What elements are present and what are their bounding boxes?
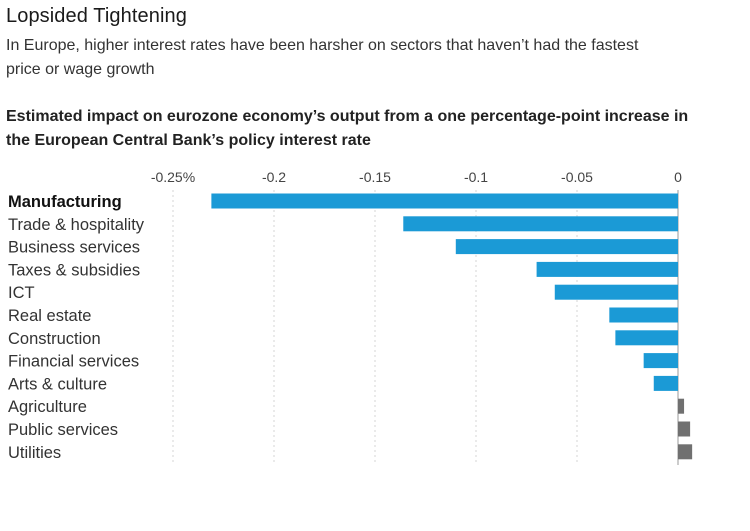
bar-trade-hospitality: [403, 216, 678, 232]
category-label: ICT: [8, 284, 35, 302]
category-label: Real estate: [8, 307, 91, 325]
chart-subtitle: In Europe, higher interest rates have be…: [6, 34, 750, 82]
x-axis-ticks: -0.25% -0.2 -0.15 -0.1 -0.05 0: [151, 169, 682, 185]
x-tick-label: -0.1: [464, 169, 488, 185]
heading-line-1: Estimated impact on eurozone economy’s o…: [6, 108, 689, 125]
bar-agriculture: [678, 398, 685, 414]
category-label: Utilities: [8, 444, 61, 462]
category-label: Arts & culture: [8, 375, 107, 393]
bar-real-estate: [609, 307, 678, 323]
heading-line-2: the European Central Bank’s policy inter…: [6, 132, 371, 149]
x-tick-label: -0.25%: [151, 169, 195, 185]
bar-business-services: [455, 239, 678, 255]
subtitle-line-2: price or wage growth: [6, 61, 155, 78]
category-label: Business services: [8, 239, 140, 257]
chart-title: Lopsided Tightening: [6, 5, 187, 27]
x-tick-label: -0.2: [262, 169, 286, 185]
bar-manufacturing: [211, 193, 678, 209]
bar-financial-services: [643, 353, 678, 369]
bars: [211, 193, 693, 460]
gridlines: [172, 190, 679, 465]
bar-arts-culture: [653, 375, 678, 391]
category-labels: Manufacturing Trade & hospitality Business…: [8, 193, 145, 462]
bar-utilities: [678, 444, 693, 460]
category-label: Trade & hospitality: [8, 216, 145, 234]
subtitle-line-1: In Europe, higher interest rates have be…: [6, 37, 639, 54]
bar-ict: [554, 284, 678, 300]
x-tick-label: 0: [674, 169, 682, 185]
bar-chart: -0.25% -0.2 -0.15 -0.1 -0.05 0 Manufacturing T…: [8, 169, 693, 465]
category-label: Construction: [8, 330, 101, 348]
bar-construction: [615, 330, 678, 346]
x-tick-label: -0.05: [561, 169, 593, 185]
x-tick-label: -0.15: [359, 169, 391, 185]
bar-taxes-subsidies: [536, 261, 678, 277]
category-label: Agriculture: [8, 398, 87, 416]
category-label: Financial services: [8, 353, 139, 371]
category-label: Public services: [8, 421, 118, 439]
category-label: Manufacturing: [8, 193, 122, 211]
category-label: Taxes & subsidies: [8, 261, 140, 279]
chart-heading: Estimated impact on eurozone economy’s o…: [6, 105, 750, 153]
bar-public-services: [678, 421, 691, 437]
